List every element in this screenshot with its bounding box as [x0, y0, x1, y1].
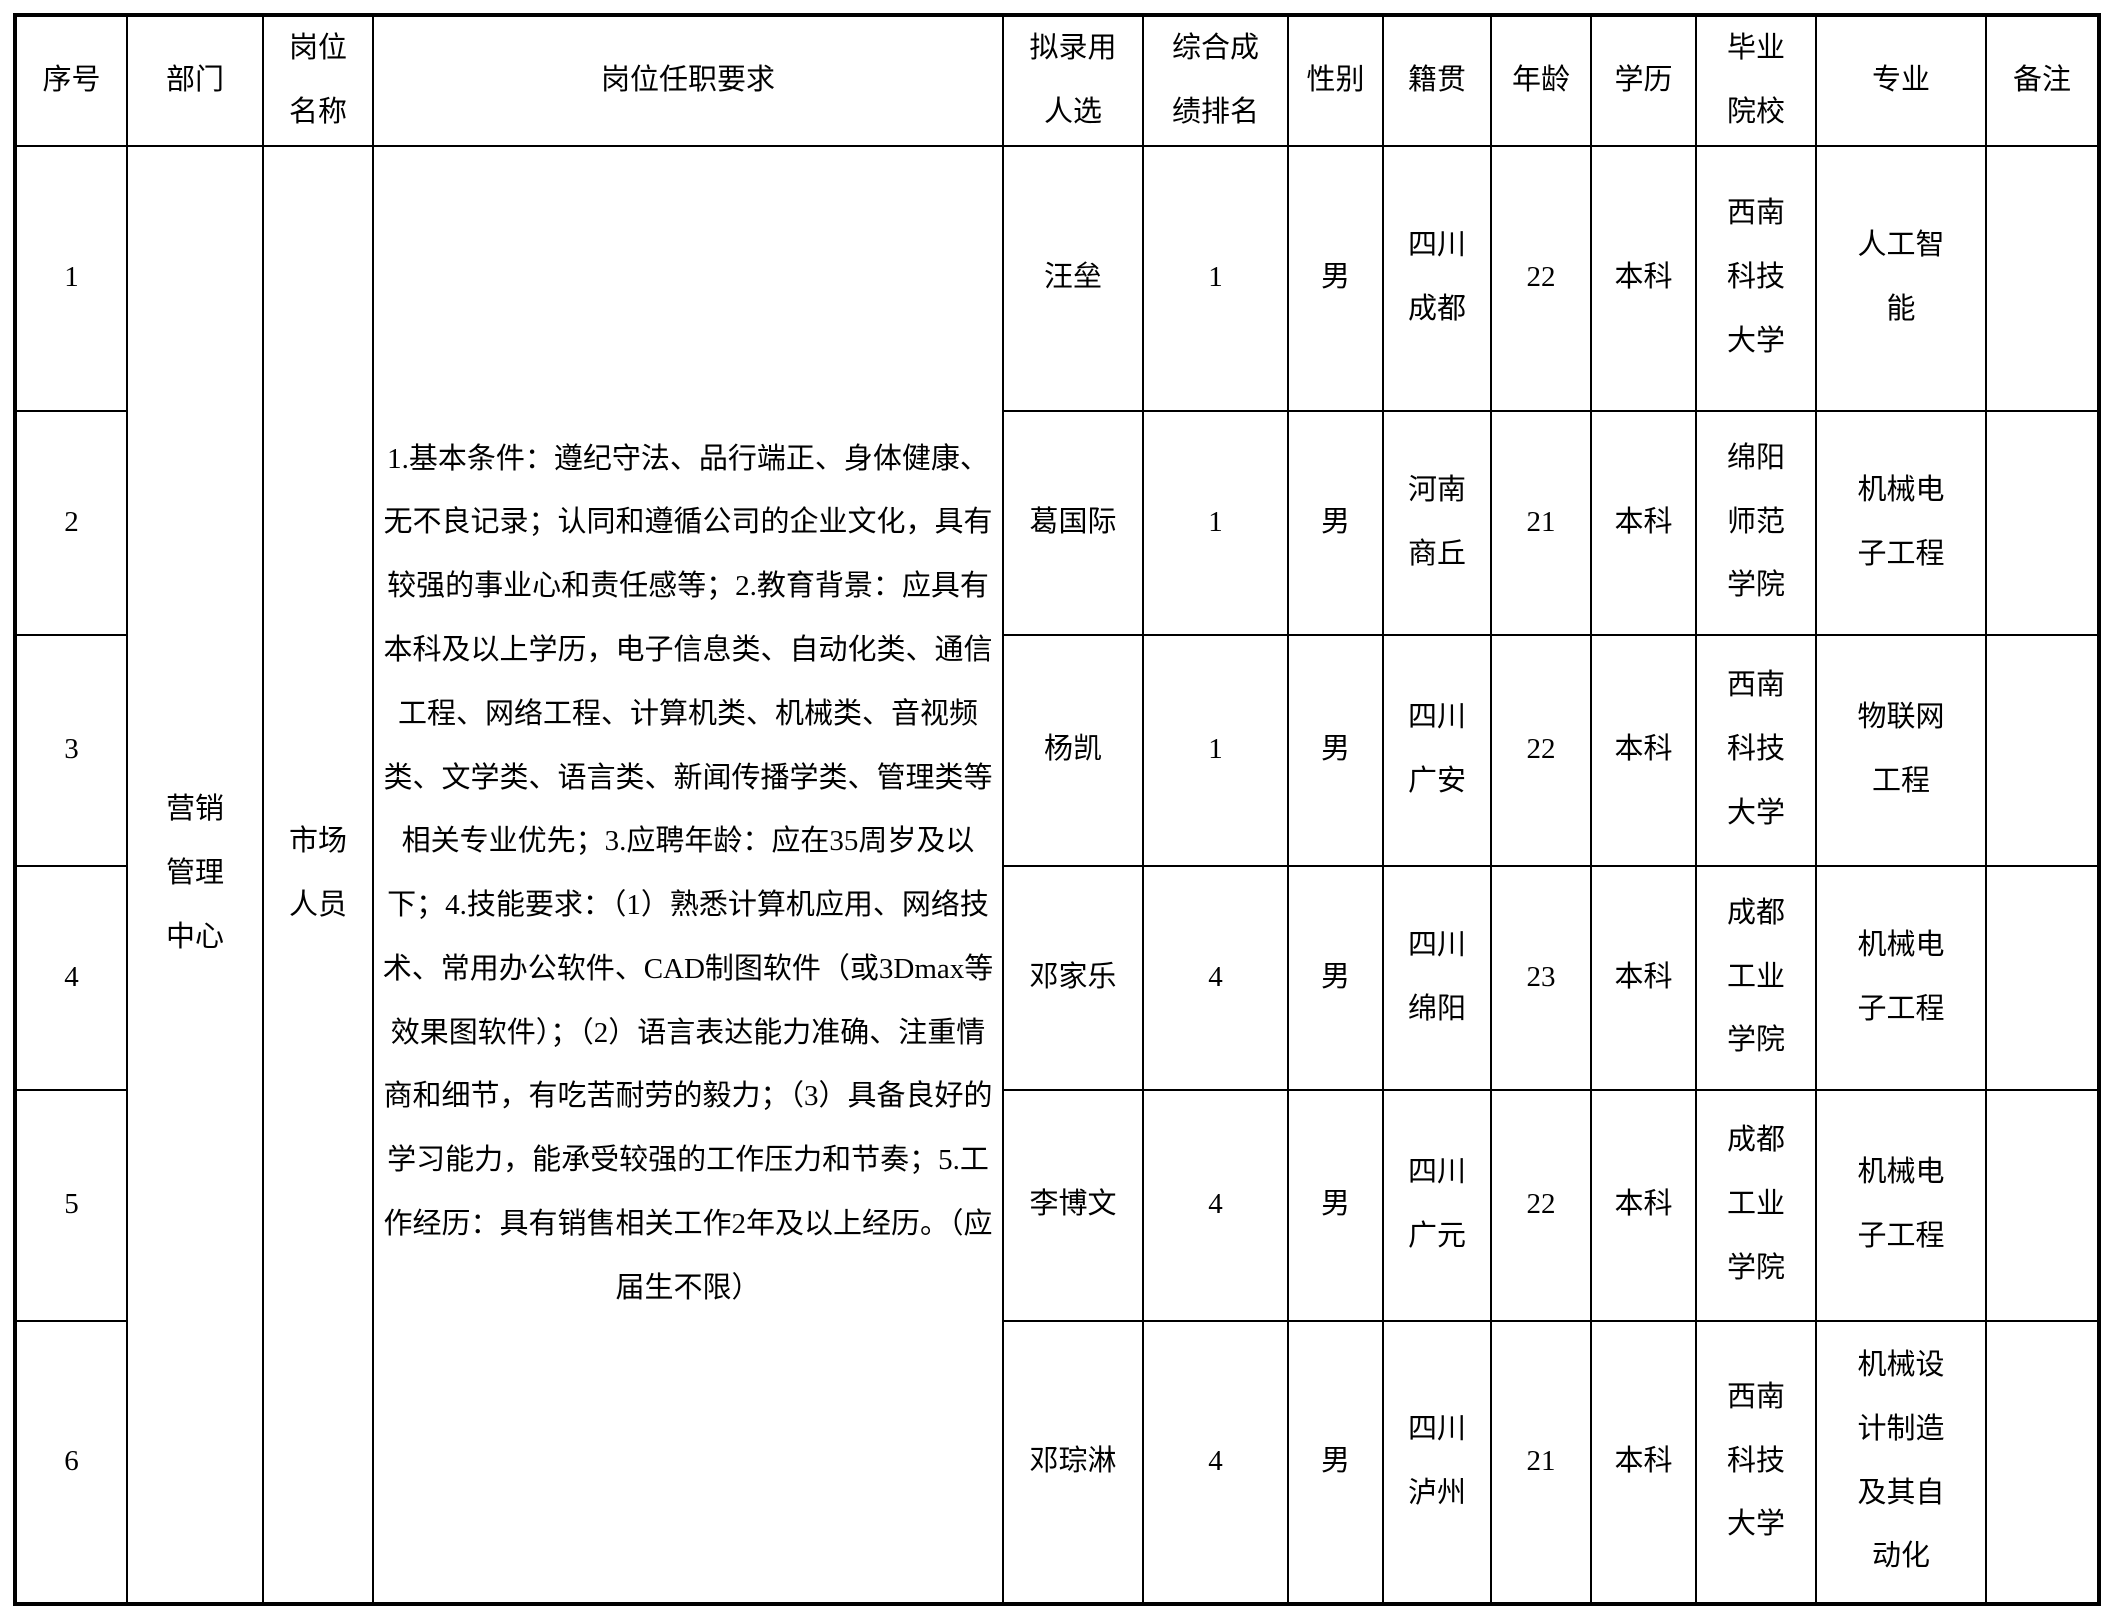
cell-school: 成都 工业 学院: [1695, 1088, 1817, 1322]
cell-school: 西南 科技 大学: [1695, 144, 1817, 412]
cell-school: 绵阳 师范 学院: [1695, 409, 1817, 636]
header-requirements: 岗位任职要求: [372, 14, 1004, 147]
header-remark: 备注: [1985, 14, 2100, 147]
cell-native-place: 四川 泸州: [1382, 1319, 1492, 1605]
cell-rank: 1: [1142, 409, 1289, 636]
cell-major: 物联网 工程: [1815, 633, 1987, 867]
cell-major: 机械电 子工程: [1815, 1088, 1987, 1322]
cell-remark: [1985, 1319, 2100, 1605]
cell-school: 成都 工业 学院: [1695, 864, 1817, 1091]
cell-native-place: 四川 成都: [1382, 144, 1492, 412]
cell-major: 人工智 能: [1815, 144, 1987, 412]
cell-education: 本科: [1590, 1319, 1697, 1605]
cell-school: 西南 科技 大学: [1695, 1319, 1817, 1605]
cell-age: 23: [1490, 864, 1592, 1091]
header-major: 专业: [1815, 14, 1987, 147]
cell-education: 本科: [1590, 144, 1697, 412]
table-row: 3 杨凯 1 男 四川 广安 22 本科 西南 科技 大学 物联网 工程: [14, 633, 2100, 867]
table-header-row: 序号 部门 岗位 名称 岗位任职要求 拟录用 人选 综合成 绩排名 性别 籍贯 …: [14, 14, 2100, 147]
cell-position-name-merged: 市场 人员: [262, 144, 374, 1605]
cell-native-place: 四川 广安: [1382, 633, 1492, 867]
cell-seq: 6: [14, 1319, 128, 1605]
cell-age: 21: [1490, 1319, 1592, 1605]
header-age: 年龄: [1490, 14, 1592, 147]
cell-school: 西南 科技 大学: [1695, 633, 1817, 867]
table-row: 4 邓家乐 4 男 四川 绵阳 23 本科 成都 工业 学院 机械电 子工程: [14, 864, 2100, 1091]
cell-major: 机械电 子工程: [1815, 409, 1987, 636]
cell-candidate: 邓琮淋: [1002, 1319, 1144, 1605]
cell-candidate: 李博文: [1002, 1088, 1144, 1322]
cell-gender: 男: [1287, 144, 1384, 412]
cell-gender: 男: [1287, 409, 1384, 636]
cell-candidate: 汪垒: [1002, 144, 1144, 412]
cell-remark: [1985, 633, 2100, 867]
header-rank: 综合成 绩排名: [1142, 14, 1289, 147]
header-education: 学历: [1590, 14, 1697, 147]
header-candidate: 拟录用 人选: [1002, 14, 1144, 147]
cell-remark: [1985, 409, 2100, 636]
cell-age: 21: [1490, 409, 1592, 636]
cell-remark: [1985, 1088, 2100, 1322]
table-row: 2 葛国际 1 男 河南 商丘 21 本科 绵阳 师范 学院 机械电 子工程: [14, 409, 2100, 636]
cell-major: 机械电 子工程: [1815, 864, 1987, 1091]
cell-rank: 4: [1142, 1319, 1289, 1605]
cell-candidate: 邓家乐: [1002, 864, 1144, 1091]
cell-education: 本科: [1590, 633, 1697, 867]
cell-education: 本科: [1590, 1088, 1697, 1322]
cell-age: 22: [1490, 144, 1592, 412]
table-row: 5 李博文 4 男 四川 广元 22 本科 成都 工业 学院 机械电 子工程: [14, 1088, 2100, 1322]
cell-seq: 4: [14, 864, 128, 1091]
cell-candidate: 葛国际: [1002, 409, 1144, 636]
header-native-place: 籍贯: [1382, 14, 1492, 147]
cell-age: 22: [1490, 1088, 1592, 1322]
table-row: 6 邓琮淋 4 男 四川 泸州 21 本科 西南 科技 大学 机械设 计制造 及…: [14, 1319, 2100, 1605]
cell-remark: [1985, 144, 2100, 412]
cell-native-place: 四川 绵阳: [1382, 864, 1492, 1091]
cell-seq: 1: [14, 144, 128, 412]
cell-age: 22: [1490, 633, 1592, 867]
cell-seq: 5: [14, 1088, 128, 1322]
cell-education: 本科: [1590, 864, 1697, 1091]
cell-candidate: 杨凯: [1002, 633, 1144, 867]
header-department: 部门: [126, 14, 264, 147]
cell-department-merged: 营销 管理 中心: [126, 144, 264, 1605]
cell-gender: 男: [1287, 1319, 1384, 1605]
cell-remark: [1985, 864, 2100, 1091]
table-row: 1 营销 管理 中心 市场 人员 1.基本条件：遵纪守法、品行端正、身体健康、无…: [14, 144, 2100, 1605]
cell-gender: 男: [1287, 864, 1384, 1091]
cell-native-place: 四川 广元: [1382, 1088, 1492, 1322]
cell-rank: 4: [1142, 1088, 1289, 1322]
cell-seq: 3: [14, 633, 128, 867]
header-position-name: 岗位 名称: [262, 14, 374, 147]
recruitment-table: 序号 部门 岗位 名称 岗位任职要求 拟录用 人选 综合成 绩排名 性别 籍贯 …: [13, 13, 2101, 1606]
cell-education: 本科: [1590, 409, 1697, 636]
cell-seq: 2: [14, 409, 128, 636]
cell-requirements-merged: 1.基本条件：遵纪守法、品行端正、身体健康、无不良记录；认同和遵循公司的企业文化…: [372, 144, 1004, 1605]
header-seq: 序号: [14, 14, 128, 147]
cell-gender: 男: [1287, 633, 1384, 867]
cell-native-place: 河南 商丘: [1382, 409, 1492, 636]
cell-major: 机械设 计制造 及其自 动化: [1815, 1319, 1987, 1605]
header-gender: 性别: [1287, 14, 1384, 147]
cell-rank: 1: [1142, 633, 1289, 867]
header-school: 毕业 院校: [1695, 14, 1817, 147]
cell-gender: 男: [1287, 1088, 1384, 1322]
cell-rank: 1: [1142, 144, 1289, 412]
cell-rank: 4: [1142, 864, 1289, 1091]
